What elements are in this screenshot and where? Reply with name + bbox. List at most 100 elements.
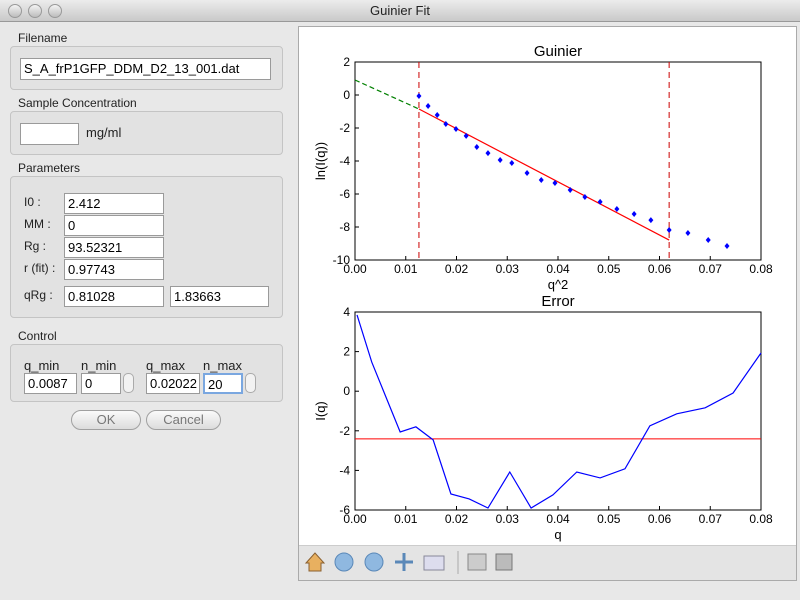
pan-icon[interactable]	[395, 553, 413, 571]
data-point	[705, 237, 711, 244]
y-tick-label: -8	[339, 220, 350, 234]
subplots-icon[interactable]	[467, 553, 487, 571]
x-tick-label: 0.07	[699, 512, 723, 526]
data-point	[497, 157, 503, 164]
control-input[interactable]: 0.0087	[24, 373, 77, 394]
y-tick-label: -2	[339, 121, 350, 135]
control-label: n_min	[81, 358, 117, 373]
y-axis-label: I(q)	[313, 401, 328, 421]
data-point	[474, 143, 480, 150]
x-tick-label: 0.03	[496, 262, 520, 276]
data-point	[666, 226, 672, 233]
filename-input[interactable]: S_A_frP1GFP_DDM_D2_13_001.dat	[20, 58, 271, 80]
data-point	[631, 210, 637, 217]
x-tick-label: 0.04	[546, 512, 570, 526]
data-point	[685, 229, 691, 236]
y-tick-label: 0	[343, 384, 350, 398]
forward-icon[interactable]	[364, 552, 384, 572]
y-tick-label: -4	[339, 154, 350, 168]
x-tick-label: 0.00	[343, 512, 367, 526]
data-point	[614, 206, 620, 213]
y-tick-label: 2	[343, 345, 350, 359]
concentration-input[interactable]	[20, 123, 79, 145]
data-point	[597, 198, 603, 205]
back-icon[interactable]	[334, 552, 354, 572]
param-label: MM :	[24, 217, 51, 231]
x-tick-label: 0.02	[445, 262, 469, 276]
y-tick-label: -6	[339, 187, 350, 201]
group-label: Sample Concentration	[18, 96, 137, 110]
x-tick-label: 0.08	[749, 262, 773, 276]
y-tick-label: -6	[339, 503, 350, 517]
data-point	[648, 217, 654, 224]
param-label: Rg :	[24, 239, 47, 253]
fit-line	[418, 108, 670, 241]
data-point	[463, 132, 469, 139]
x-tick-label: 0.02	[445, 512, 469, 526]
control-input[interactable]: 20	[203, 373, 243, 394]
window-title: Guinier Fit	[370, 3, 430, 18]
toolbar-icons	[304, 551, 513, 574]
param-input[interactable]: 0.81028	[64, 286, 164, 307]
cancel-button[interactable]: Cancel	[146, 410, 221, 430]
x-tick-label: 0.08	[749, 512, 773, 526]
param-label: qRg :	[24, 288, 53, 302]
minimize-button[interactable]	[28, 4, 42, 18]
group-label: Control	[18, 329, 57, 343]
x-tick-label: 0.05	[597, 262, 621, 276]
unit-label: mg/ml	[86, 125, 122, 140]
control-input[interactable]: 0.02022	[146, 373, 200, 394]
param-label: r (fit) :	[24, 261, 56, 275]
zoom-button[interactable]	[48, 4, 62, 18]
param-input[interactable]: 2.412	[64, 193, 164, 214]
chart-title: Error	[541, 293, 574, 310]
x-axis-label: q^2	[548, 277, 569, 292]
data-point	[552, 179, 558, 186]
title-bar: Guinier Fit	[0, 0, 800, 22]
plot-frame	[354, 311, 762, 511]
y-tick-label: 0	[343, 88, 350, 102]
home-icon[interactable]	[304, 552, 326, 572]
x-tick-label: 0.05	[597, 512, 621, 526]
x-tick-label: 0.06	[648, 512, 672, 526]
x-tick-label: 0.00	[343, 262, 367, 276]
data-point	[509, 159, 515, 166]
y-tick-label: 2	[343, 55, 350, 69]
param-input[interactable]: 0.97743	[64, 259, 164, 280]
group-label: Filename	[18, 31, 68, 45]
y-tick-label: -4	[339, 463, 350, 477]
close-button[interactable]	[8, 4, 22, 18]
spinner[interactable]	[245, 373, 256, 393]
save-icon[interactable]	[495, 553, 513, 571]
data-point	[485, 150, 491, 157]
param-input[interactable]: 1.83663	[170, 286, 269, 307]
data-point	[538, 176, 544, 183]
param-input[interactable]: 93.52321	[64, 237, 164, 258]
data-point	[443, 121, 449, 128]
data-point	[434, 111, 440, 118]
x-tick-label: 0.03	[496, 512, 520, 526]
x-tick-label: 0.01	[394, 512, 418, 526]
control-label: n_max	[203, 358, 243, 373]
control-label: q_max	[146, 358, 186, 373]
x-tick-label: 0.07	[699, 262, 723, 276]
data-point	[425, 103, 431, 110]
ok-button[interactable]: OK	[71, 410, 141, 430]
error-line	[356, 314, 762, 509]
data-point	[453, 125, 459, 132]
plot-frame	[354, 61, 762, 261]
x-tick-label: 0.04	[546, 262, 570, 276]
param-input[interactable]: 0	[64, 215, 164, 236]
data-point	[416, 92, 422, 99]
x-tick-label: 0.01	[394, 262, 418, 276]
zoom-icon[interactable]	[423, 555, 445, 571]
spinner[interactable]	[123, 373, 134, 393]
data-point	[724, 242, 730, 249]
control-input[interactable]: 0	[81, 373, 121, 394]
data-point	[524, 170, 530, 177]
y-axis-label: ln(I(q))	[313, 142, 328, 180]
y-tick-label: 4	[343, 305, 350, 319]
param-label: I0 :	[24, 195, 41, 209]
